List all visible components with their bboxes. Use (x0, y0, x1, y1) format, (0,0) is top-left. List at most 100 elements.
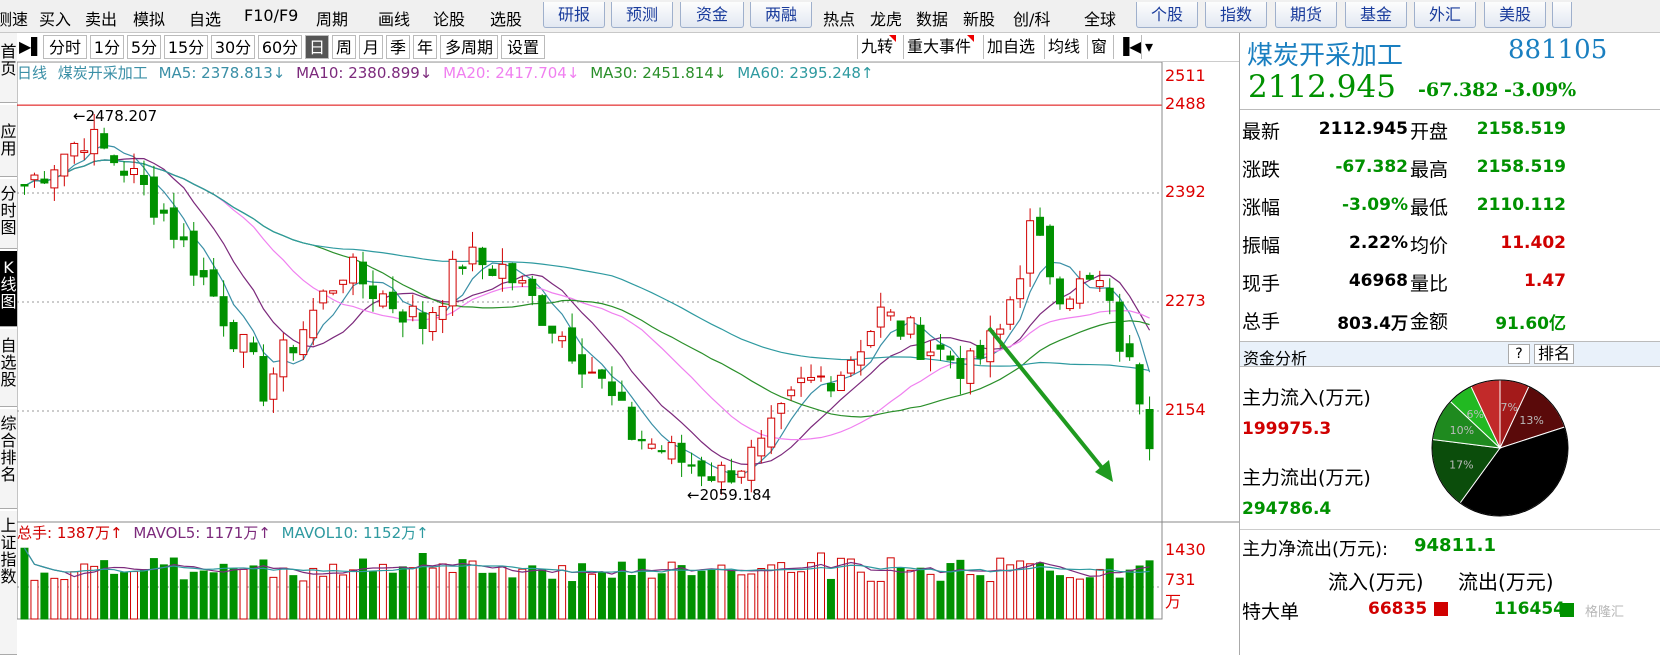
volume-bar (269, 576, 278, 620)
window-button[interactable]: 窗 (1087, 35, 1110, 59)
left-tab-home[interactable]: 首页 (0, 33, 17, 103)
candle-body (787, 389, 796, 397)
menu-chinext[interactable]: 创/科 (1013, 10, 1051, 29)
menu-global[interactable]: 全球 (1084, 10, 1117, 29)
ma5-value: MA5: 2378.813↓ (158, 64, 286, 82)
volume-bar (697, 570, 706, 620)
volume-bar (1026, 563, 1035, 620)
menu-margin[interactable]: 两融 (750, 2, 812, 28)
major-events-button[interactable]: 重大事件 (903, 35, 975, 59)
candle-body (438, 305, 447, 320)
chevron-down-icon[interactable]: ▾ (1141, 35, 1156, 59)
price-change: -67.382 (1418, 79, 1499, 101)
left-tab-kline[interactable]: K线图 (0, 251, 17, 327)
candle-body (1115, 301, 1124, 352)
menu-buy[interactable]: 买入 (39, 10, 72, 29)
volume-bar (169, 557, 178, 620)
left-tab-ranking[interactable]: 综合排名 (0, 409, 17, 509)
period-yearly[interactable]: 年 (413, 35, 437, 59)
volume-bar (518, 568, 527, 620)
menu-sell[interactable]: 卖出 (85, 10, 118, 29)
menu-research[interactable]: 研报 (543, 2, 605, 28)
volume-bar (1036, 562, 1045, 620)
menu-forecast[interactable]: 预测 (611, 2, 673, 28)
tab-more[interactable] (1552, 2, 1572, 28)
trend-arrow (987, 326, 1109, 476)
menu-speedtest[interactable]: 测速 (0, 10, 29, 29)
divider (1240, 529, 1660, 530)
period-timeshare[interactable]: 分时 (43, 35, 87, 59)
candle-body (1125, 343, 1134, 358)
period-1min[interactable]: 1分 (90, 35, 124, 59)
quote-label2-0: 开盘 (1410, 121, 1449, 143)
quote-value2-3: 11.402 (1500, 233, 1566, 253)
volume-bar (159, 564, 168, 620)
candle-body (558, 335, 567, 342)
menu-data[interactable]: 数据 (916, 10, 949, 29)
menu-simulate[interactable]: 模拟 (133, 10, 166, 29)
candle-body (498, 263, 507, 279)
menu-draw[interactable]: 画线 (378, 10, 411, 29)
ma-button[interactable]: 均线 (1044, 35, 1083, 59)
period-15min[interactable]: 15分 (164, 35, 208, 59)
arrow-head-icon (1095, 460, 1113, 482)
help-button[interactable]: ? (1508, 344, 1530, 364)
tab-stock[interactable]: 个股 (1136, 2, 1198, 28)
nine-turn-button[interactable]: 九转 (857, 35, 897, 59)
period-60min[interactable]: 60分 (258, 35, 302, 59)
menu-discuss[interactable]: 论股 (433, 10, 466, 29)
candle-body (607, 381, 616, 397)
candle-body (548, 325, 557, 334)
fund-pie-chart: 7%13% 17% 10% 6% (1431, 379, 1569, 517)
tab-futures[interactable]: 期货 (1275, 2, 1337, 28)
left-tab-sh-index[interactable]: 上证指数 (0, 511, 17, 655)
quote-label-2: 涨幅 (1242, 197, 1281, 219)
volume-bar (418, 553, 427, 620)
left-tab-apps[interactable]: 应用 (0, 105, 17, 177)
candle-body (1075, 278, 1084, 304)
volume-bar (737, 574, 746, 620)
menu-f10[interactable]: F10/F9 (244, 6, 299, 25)
tab-us-stocks[interactable]: 美股 (1484, 2, 1546, 28)
volume-bar (807, 562, 816, 620)
pie-slice-label: 10% (1450, 424, 1474, 437)
candle-body (777, 403, 786, 414)
menu-hot[interactable]: 热点 (823, 10, 856, 29)
volume-bar (378, 563, 387, 620)
volume-bar (916, 567, 925, 620)
settings-button[interactable]: 设置 (501, 35, 545, 59)
fund-analysis-title: 资金分析 (1243, 349, 1308, 368)
add-watchlist-button[interactable]: 加自选 (983, 35, 1038, 59)
left-tab-timeshare[interactable]: 分时图 (0, 179, 17, 249)
menu-watchlist[interactable]: 自选 (189, 10, 222, 29)
tab-forex[interactable]: 外汇 (1414, 2, 1476, 28)
candle-body (647, 443, 656, 449)
period-weekly[interactable]: 周 (332, 35, 356, 59)
tab-index[interactable]: 指数 (1205, 2, 1267, 28)
period-5min[interactable]: 5分 (127, 35, 161, 59)
volume-bar (468, 560, 477, 620)
menu-period[interactable]: 周期 (316, 10, 349, 29)
candle-body (269, 373, 278, 400)
menu-screener[interactable]: 选股 (490, 10, 523, 29)
red-flag-icon (967, 35, 975, 42)
period-quarterly[interactable]: 季 (386, 35, 410, 59)
candle-body (657, 450, 666, 453)
left-tab-watchlist[interactable]: 自选股 (0, 329, 17, 407)
period-daily[interactable]: 日 (305, 35, 329, 59)
volume-bar (349, 569, 358, 620)
tab-fund[interactable]: 基金 (1345, 2, 1407, 28)
menu-dragon-tiger[interactable]: 龙虎 (870, 10, 903, 29)
period-30min[interactable]: 30分 (211, 35, 255, 59)
expand-right-icon[interactable]: ▐◀ (1113, 35, 1145, 59)
menu-ipo[interactable]: 新股 (963, 10, 996, 29)
collapse-left-icon[interactable]: ▶▌ (19, 35, 44, 59)
rank-button[interactable]: 排名 (1534, 344, 1574, 364)
menu-capital[interactable]: 资金 (680, 2, 744, 28)
period-monthly[interactable]: 月 (359, 35, 383, 59)
volume-bar (120, 572, 129, 620)
volume-unit-label: 万 (1165, 592, 1181, 611)
period-multi[interactable]: 多周期 (440, 35, 498, 59)
candle-body (458, 266, 467, 270)
